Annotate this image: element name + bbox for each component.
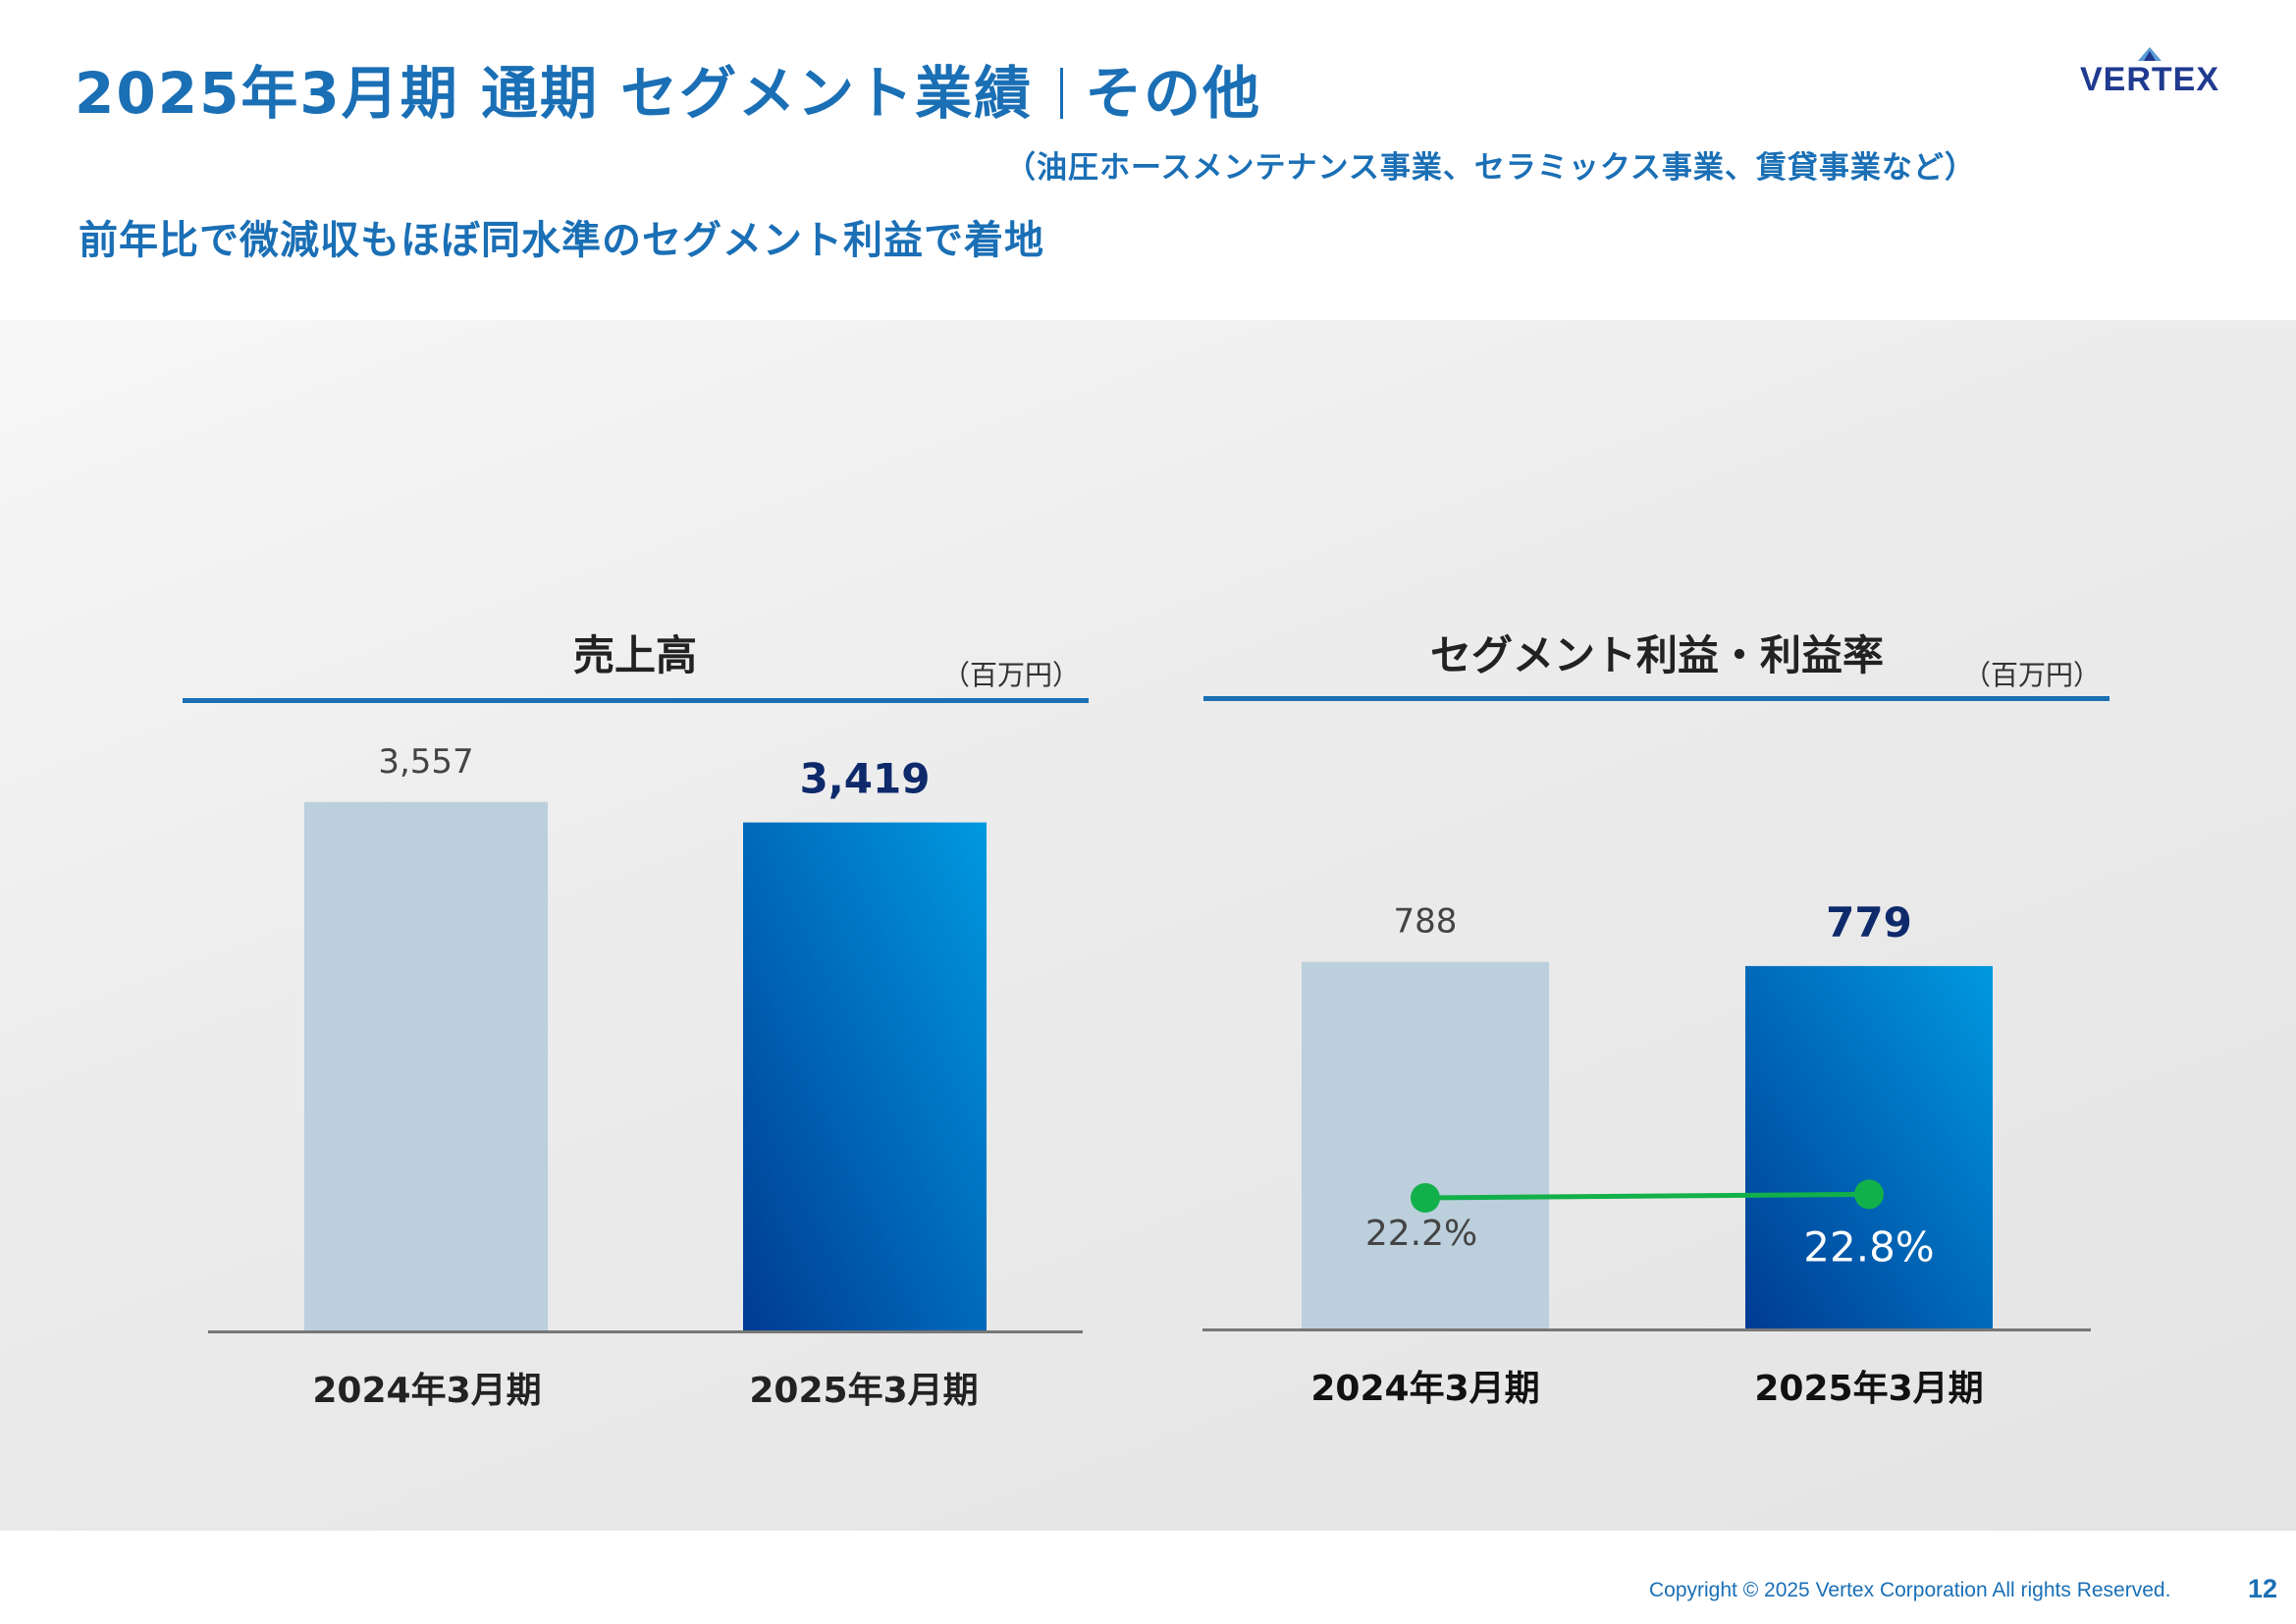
profit-x-label-2025: 2025年3月期 <box>1754 1369 1983 1409</box>
margin-point <box>1411 1183 1440 1214</box>
margin-line-segment <box>1424 1191 1870 1201</box>
bar-value-label: 788 <box>1394 902 1458 942</box>
profit-chart: セグメント利益・利益率 （百万円） 788 779 22.2% 22.8% 2024… <box>1202 631 2109 1409</box>
profit-bars: 788 779 <box>1302 898 1993 1328</box>
segment-subtitle: （油圧ホースメンテナンス事業、セラミックス事業、賃貸事業など） <box>1005 150 1976 186</box>
logo-text: VERTEX <box>2079 61 2220 98</box>
title-main: 2025年3月期 通期 セグメント業績 <box>75 60 1034 127</box>
bar-current <box>1745 965 1993 1328</box>
profit-chart-unit: （百万円） <box>1963 659 2101 691</box>
company-logo: VERTEX <box>2059 47 2240 102</box>
bar-current <box>743 822 987 1330</box>
page-number: 12 <box>2248 1574 2278 1603</box>
profit-margin-line: 22.2% 22.8% <box>1365 1179 1935 1271</box>
logo-mark-icon <box>2138 47 2162 61</box>
sales-x-label-2025: 2025年3月期 <box>749 1371 978 1411</box>
sales-baseline <box>208 1330 1083 1333</box>
margin-value-label: 22.8% <box>1803 1222 1934 1271</box>
bar-prior <box>304 801 548 1330</box>
bar-value-label: 3,419 <box>800 755 931 803</box>
sales-title-underline <box>183 698 1089 703</box>
margin-point <box>1854 1179 1884 1210</box>
page-title: 2025年3月期 通期 セグメント業績 その他 <box>75 47 1261 130</box>
profit-baseline <box>1202 1328 2091 1331</box>
profit-title-underline <box>1203 696 2109 701</box>
bar-prior <box>1302 961 1549 1328</box>
title-divider <box>1060 68 1064 119</box>
profit-chart-title: セグメント利益・利益率 <box>1430 631 1884 679</box>
sales-chart-unit: （百万円） <box>942 659 1080 691</box>
title-segment: その他 <box>1085 60 1262 127</box>
profit-x-label-2024: 2024年3月期 <box>1310 1369 1539 1409</box>
sales-x-label-2024: 2024年3月期 <box>312 1371 541 1411</box>
sales-bars: 3,557 3,419 <box>304 742 987 1330</box>
bar-value-label: 779 <box>1826 898 1912 947</box>
sales-chart: 売上高 （百万円） 3,557 3,419 2024年3月期 2025年3月期 <box>183 631 1089 1411</box>
footer-copyright: Copyright © 2025 Vertex Corporation All … <box>1649 1579 2171 1601</box>
bar-value-label: 3,557 <box>378 742 473 782</box>
sales-chart-title: 売上高 <box>573 631 697 679</box>
margin-value-label: 22.2% <box>1365 1214 1477 1254</box>
lead-message: 前年比で微減収もほぼ同水準のセグメント利益で着地 <box>79 218 1044 263</box>
